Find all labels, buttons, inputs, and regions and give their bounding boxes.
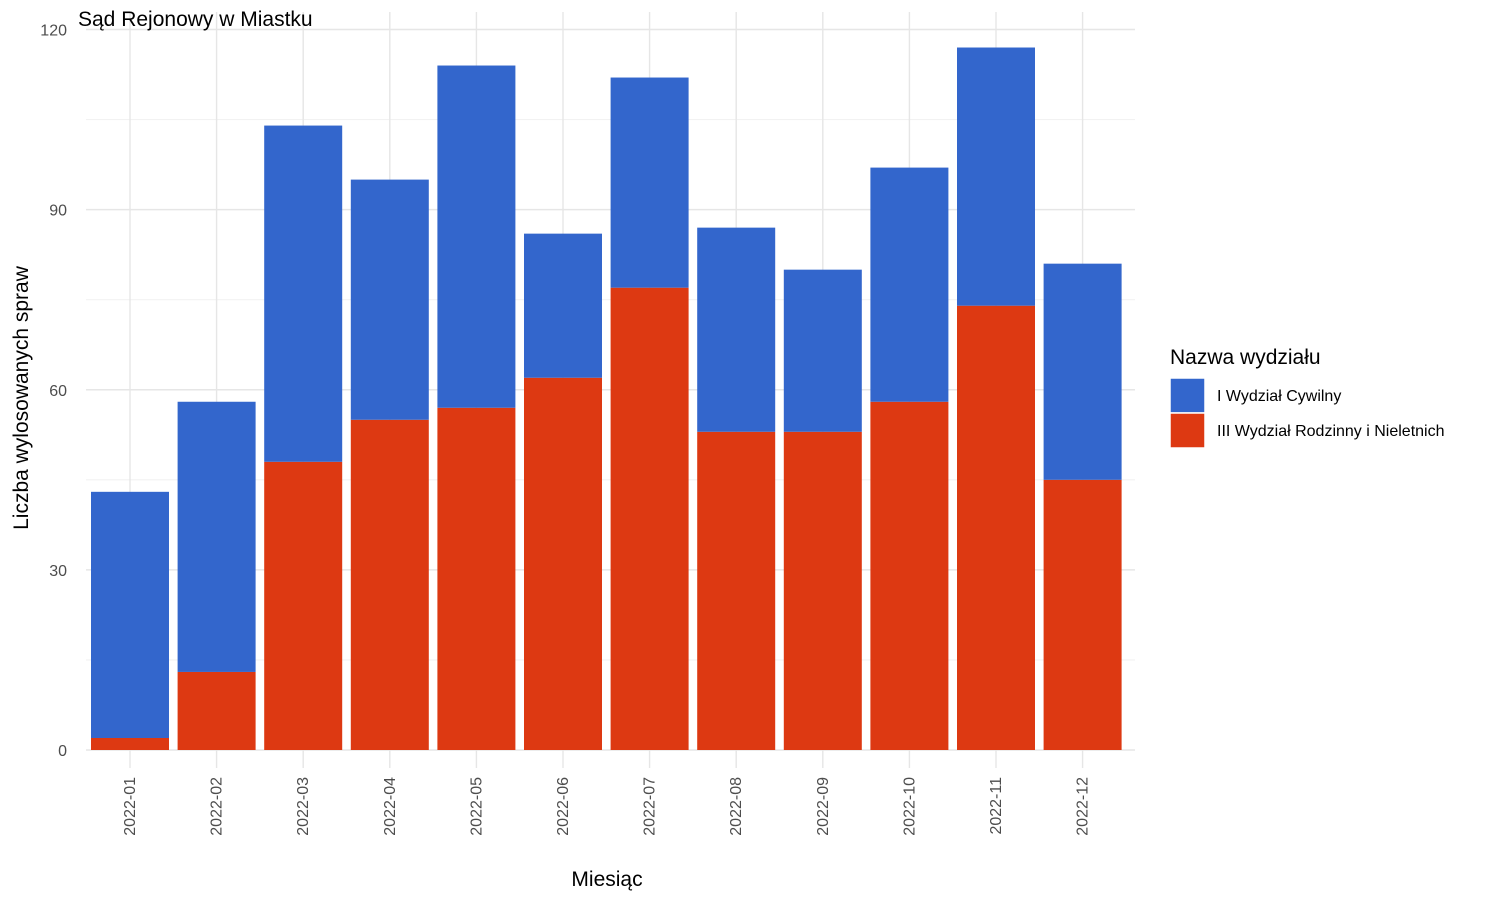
x-tick-label: 2022-06 xyxy=(555,777,572,836)
x-axis-title: Miesiąc xyxy=(571,868,642,891)
x-tick-label: 2022-11 xyxy=(988,777,1005,835)
y-axis-title: Liczba wylosowanych spraw xyxy=(10,265,33,530)
x-tick-label: 2022-01 xyxy=(122,777,139,836)
bar-segment xyxy=(697,432,775,750)
bar-segment xyxy=(91,738,169,750)
legend-title: Nazwa wydziału xyxy=(1170,346,1321,369)
legend-swatch xyxy=(1170,413,1205,448)
bar-segment xyxy=(697,228,775,432)
bar-segment xyxy=(437,66,515,408)
bar-segment xyxy=(784,432,862,750)
bar-segment xyxy=(264,462,342,750)
bar-segment xyxy=(957,48,1035,306)
bar-segment xyxy=(351,420,429,750)
legend-label: I Wydział Cywilny xyxy=(1217,388,1341,405)
bar-segment xyxy=(178,672,256,750)
x-tick-label: 2022-04 xyxy=(382,777,399,836)
bars xyxy=(91,48,1122,750)
x-tick-label: 2022-09 xyxy=(815,777,832,836)
stacked-bar-chart: 0306090120 2022-01 2022-02 2022-03 2022-04 2… xyxy=(0,0,1500,900)
bar-segment xyxy=(611,288,689,750)
bar-segment xyxy=(264,126,342,462)
bar-segment xyxy=(611,78,689,288)
bar-segment xyxy=(784,270,862,432)
y-tick-label: 30 xyxy=(49,563,67,580)
chart-title: Sąd Rejonowy w Miastku xyxy=(78,8,313,31)
x-tick-label: 2022-07 xyxy=(642,777,659,836)
bar-segment xyxy=(178,402,256,672)
legend: Nazwa wydziału I Wydział Cywilny III Wydz… xyxy=(1170,346,1445,448)
bar-segment xyxy=(870,168,948,402)
x-tick-label: 2022-03 xyxy=(295,777,312,836)
y-tick-label: 120 xyxy=(40,23,67,40)
y-tick-label: 0 xyxy=(58,743,67,760)
x-axis-ticks: 2022-01 2022-02 2022-03 2022-04 2022-05 2022-… xyxy=(122,777,1092,836)
x-tick-label: 2022-10 xyxy=(901,777,918,836)
y-tick-label: 90 xyxy=(49,203,67,220)
x-tick-label: 2022-02 xyxy=(209,777,226,836)
bar-segment xyxy=(91,492,169,738)
bar-segment xyxy=(1044,480,1122,750)
bar-segment xyxy=(524,234,602,378)
x-tick-label: 2022-12 xyxy=(1075,777,1092,836)
x-tick-label: 2022-08 xyxy=(728,777,745,836)
bar-segment xyxy=(1044,264,1122,480)
y-axis-ticks: 0 30 60 90 120 xyxy=(40,23,67,761)
bar-segment xyxy=(437,408,515,750)
bar-segment xyxy=(351,180,429,420)
legend-label: III Wydział Rodzinny i Nieletnich xyxy=(1217,423,1445,440)
bar-segment xyxy=(957,306,1035,750)
legend-swatch xyxy=(1170,378,1205,413)
y-tick-label: 60 xyxy=(49,383,67,400)
bar-segment xyxy=(524,378,602,750)
bar-segment xyxy=(870,402,948,750)
x-tick-label: 2022-05 xyxy=(468,777,485,836)
